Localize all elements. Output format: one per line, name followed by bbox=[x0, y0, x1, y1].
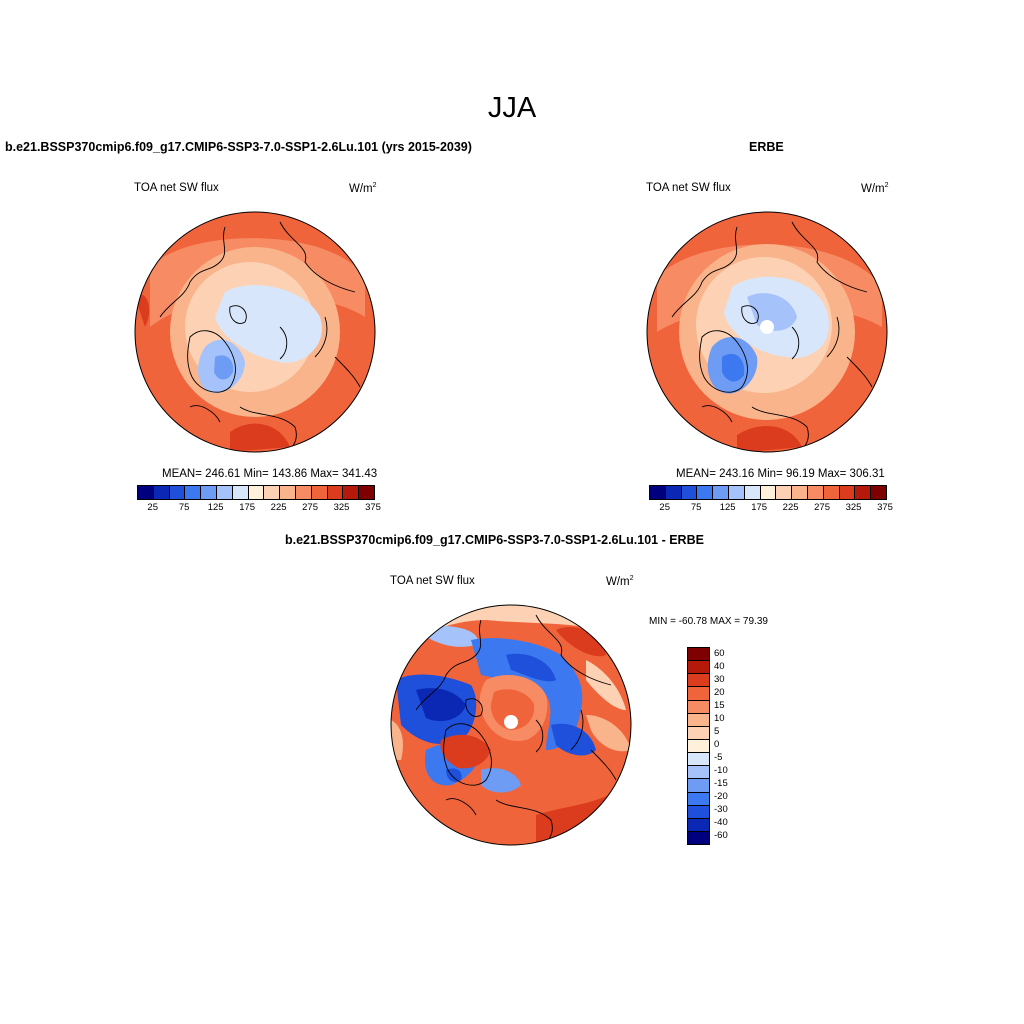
panel1-stats: MEAN= 246.61 Min= 143.86 Max= 341.43 bbox=[162, 468, 378, 480]
colorbar-swatch bbox=[169, 486, 186, 499]
panel2-colorbar-labels: 25 75 125 175 225 275 325 375 bbox=[649, 502, 893, 516]
colorbar-swatch bbox=[688, 766, 709, 780]
colorbar-swatch bbox=[343, 486, 360, 499]
colorbar-tick-label: 375 bbox=[877, 502, 893, 513]
colorbar-swatch bbox=[688, 792, 709, 806]
colorbar-tick-label: 15 bbox=[714, 699, 725, 711]
colorbar-tick-label: -60 bbox=[714, 830, 728, 842]
panel3-units: W/m2 bbox=[606, 575, 634, 588]
panel1-colorbar bbox=[137, 485, 375, 500]
main-title: JJA bbox=[487, 92, 537, 124]
colorbar-swatch bbox=[359, 486, 374, 499]
colorbar-swatch bbox=[792, 486, 808, 499]
colorbar-swatch bbox=[855, 486, 872, 499]
panel3-colorbar-labels: 60 40 30 20 15 10 5 0 -5 -10 -15 -20 -30 -40 -60 bbox=[714, 647, 754, 845]
panel2-variable: TOA net SW flux bbox=[646, 182, 731, 194]
panel3-colorbar bbox=[687, 647, 710, 845]
colorbar-tick-label: 20 bbox=[714, 686, 725, 698]
colorbar-tick-label: -30 bbox=[714, 804, 728, 816]
colorbar-tick-label: 225 bbox=[270, 502, 287, 513]
colorbar-swatch bbox=[665, 486, 682, 499]
colorbar-swatch bbox=[311, 486, 328, 499]
colorbar-tick-label: 40 bbox=[714, 660, 725, 672]
colorbar-swatch bbox=[776, 486, 793, 499]
colorbar-swatch bbox=[688, 739, 709, 754]
colorbar-swatch bbox=[744, 486, 761, 499]
panel2-units: W/m2 bbox=[861, 182, 889, 195]
colorbar-tick-label: -40 bbox=[714, 817, 728, 829]
colorbar-tick-label: 275 bbox=[302, 502, 318, 513]
colorbar-swatch bbox=[138, 486, 154, 499]
colorbar-tick-label: -5 bbox=[714, 752, 723, 764]
colorbar-tick-label: 275 bbox=[814, 502, 830, 513]
panel3-heading: b.e21.BSSP370cmip6.f09_g17.CMIP6-SSP3-7.… bbox=[285, 533, 704, 547]
colorbar-tick-label: 175 bbox=[751, 502, 768, 513]
colorbar-swatch bbox=[295, 486, 312, 499]
colorbar-swatch bbox=[216, 486, 233, 499]
colorbar-tick-label: 0 bbox=[714, 739, 720, 750]
colorbar-tick-label: 5 bbox=[714, 725, 720, 737]
panel2-polar-map bbox=[646, 211, 888, 453]
panel1-polar-map bbox=[134, 211, 376, 453]
colorbar-swatch bbox=[688, 674, 709, 688]
colorbar-tick-label: 75 bbox=[690, 502, 702, 513]
colorbar-tick-label: 225 bbox=[782, 502, 799, 513]
colorbar-swatch bbox=[688, 661, 709, 675]
colorbar-tick-label: 30 bbox=[714, 673, 725, 685]
panel3-stats: MIN = -60.78 MAX = 79.39 bbox=[649, 616, 768, 627]
panel1-heading: b.e21.BSSP370cmip6.f09_g17.CMIP6-SSP3-7.… bbox=[5, 140, 472, 154]
colorbar-swatch bbox=[688, 805, 709, 819]
colorbar-swatch bbox=[688, 713, 709, 727]
colorbar-tick-label: 25 bbox=[659, 502, 671, 513]
colorbar-swatch bbox=[688, 753, 709, 767]
colorbar-tick-label: 60 bbox=[714, 647, 725, 659]
colorbar-swatch bbox=[248, 486, 265, 499]
panel3-variable: TOA net SW flux bbox=[390, 575, 475, 587]
colorbar-tick-label: 125 bbox=[207, 502, 224, 513]
colorbar-tick-label: -10 bbox=[714, 765, 728, 777]
colorbar-swatch bbox=[871, 486, 886, 499]
colorbar-swatch bbox=[688, 700, 709, 714]
colorbar-swatch bbox=[688, 687, 709, 701]
colorbar-swatch bbox=[232, 486, 249, 499]
panel1-colorbar-labels: 25 75 125 175 225 275 325 375 bbox=[137, 502, 381, 516]
colorbar-swatch bbox=[185, 486, 202, 499]
colorbar-swatch bbox=[728, 486, 745, 499]
colorbar-tick-label: 10 bbox=[714, 712, 725, 724]
colorbar-swatch bbox=[688, 726, 709, 740]
colorbar-swatch bbox=[807, 486, 824, 499]
colorbar-tick-label: 175 bbox=[239, 502, 256, 513]
colorbar-swatch bbox=[688, 779, 709, 793]
colorbar-tick-label: -20 bbox=[714, 791, 728, 803]
colorbar-tick-label: -15 bbox=[714, 778, 728, 790]
colorbar-tick-label: 375 bbox=[365, 502, 381, 513]
panel2-colorbar bbox=[649, 485, 887, 500]
colorbar-tick-label: 325 bbox=[333, 502, 350, 513]
panel1-units: W/m2 bbox=[349, 182, 377, 195]
colorbar-swatch bbox=[264, 486, 281, 499]
colorbar-swatch bbox=[681, 486, 698, 499]
colorbar-swatch bbox=[688, 818, 709, 832]
panel2-heading: ERBE bbox=[749, 140, 784, 154]
colorbar-swatch bbox=[650, 486, 666, 499]
panel2-stats: MEAN= 243.16 Min= 96.19 Max= 306.31 bbox=[676, 468, 885, 480]
colorbar-swatch bbox=[839, 486, 856, 499]
colorbar-swatch bbox=[327, 486, 344, 499]
colorbar-swatch bbox=[688, 648, 709, 662]
colorbar-swatch bbox=[280, 486, 296, 499]
colorbar-tick-label: 75 bbox=[178, 502, 190, 513]
colorbar-swatch bbox=[713, 486, 729, 499]
colorbar-tick-label: 125 bbox=[719, 502, 736, 513]
colorbar-swatch bbox=[823, 486, 840, 499]
colorbar-swatch bbox=[201, 486, 217, 499]
colorbar-tick-label: 325 bbox=[845, 502, 862, 513]
colorbar-swatch bbox=[697, 486, 714, 499]
panel3-polar-map bbox=[390, 604, 632, 846]
colorbar-swatch bbox=[688, 831, 709, 845]
colorbar-swatch bbox=[153, 486, 170, 499]
colorbar-swatch bbox=[760, 486, 777, 499]
panel1-variable: TOA net SW flux bbox=[134, 182, 219, 194]
colorbar-tick-label: 25 bbox=[147, 502, 159, 513]
